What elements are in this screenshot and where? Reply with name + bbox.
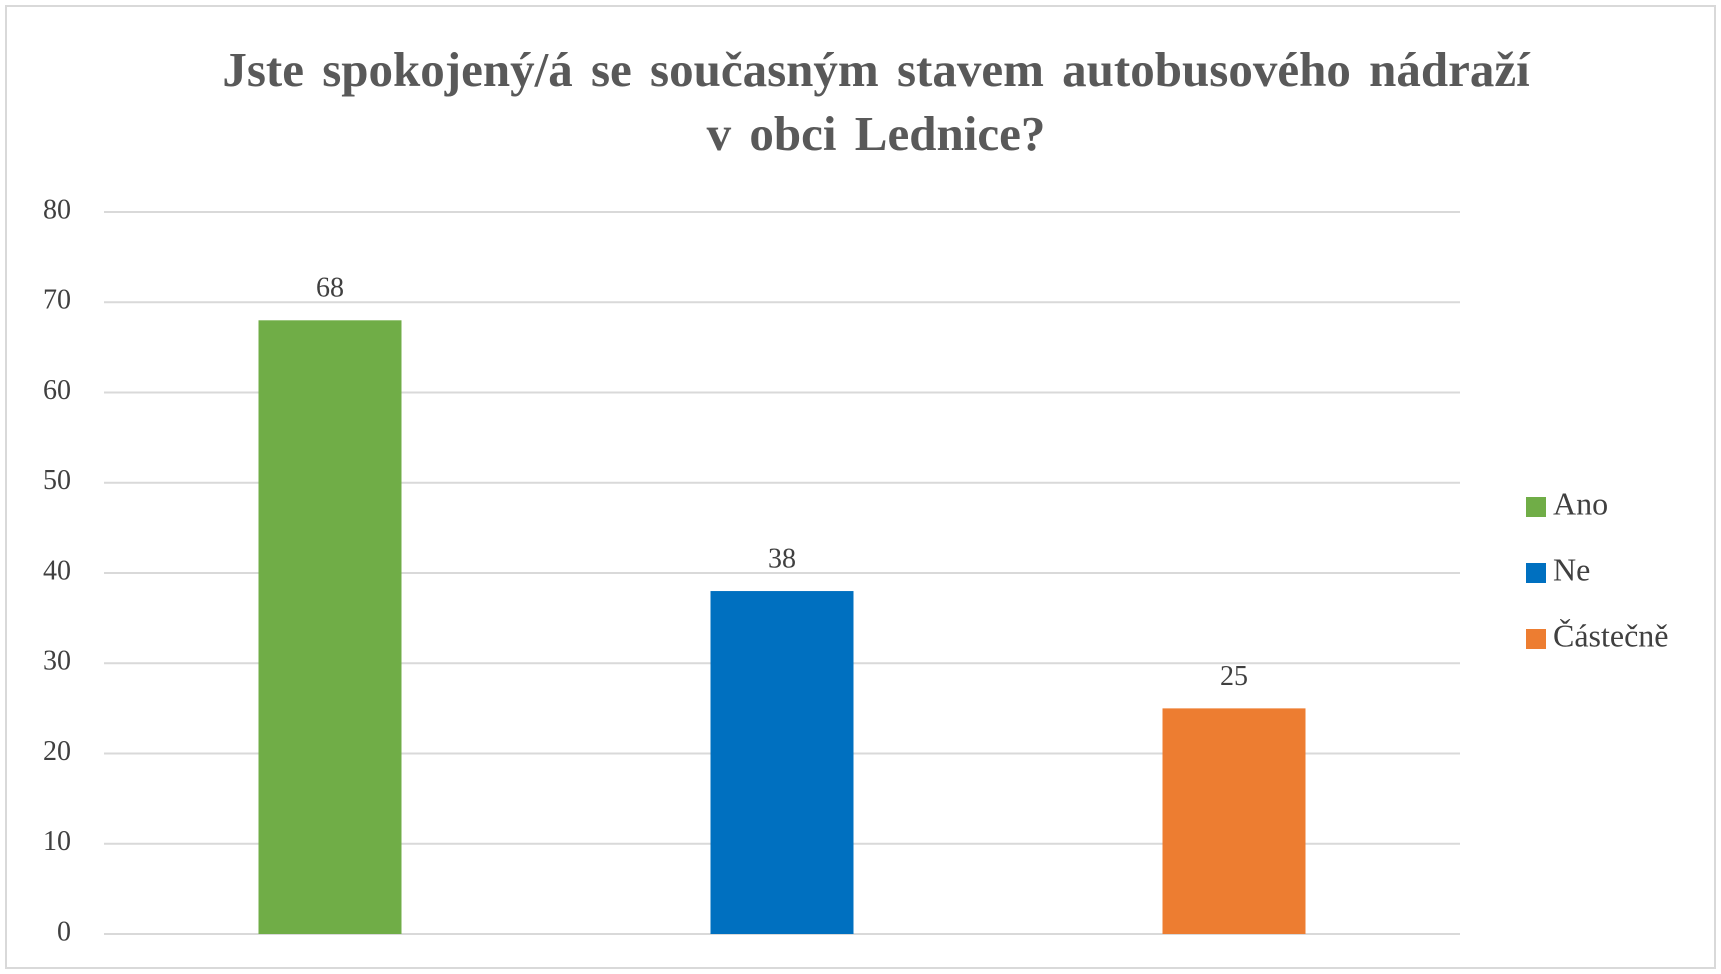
y-tick-label: 60 — [43, 375, 71, 406]
chart-title: Jste spokojený/á se současným stavem aut… — [222, 42, 1530, 161]
y-tick-label: 70 — [43, 285, 71, 316]
y-tick-label: 10 — [43, 826, 71, 857]
y-tick-label: 40 — [43, 555, 71, 586]
bar — [258, 320, 402, 934]
data-label: 25 — [1220, 661, 1248, 692]
legend-label: Ano — [1553, 485, 1608, 521]
y-tick-label: 30 — [43, 646, 71, 677]
data-label: 68 — [316, 273, 344, 304]
legend-swatch — [1526, 563, 1546, 583]
legend-swatch — [1526, 629, 1546, 649]
y-tick-label: 0 — [57, 916, 71, 947]
y-tick-label: 50 — [43, 465, 71, 496]
y-tick-label: 20 — [43, 736, 71, 767]
bar — [710, 591, 854, 934]
data-label: 38 — [768, 543, 796, 574]
legend-label: Ne — [1553, 551, 1590, 587]
legend-swatch — [1526, 497, 1546, 517]
bar — [1162, 708, 1306, 934]
y-tick-label: 80 — [43, 194, 71, 225]
legend-label: Částečně — [1553, 617, 1669, 653]
